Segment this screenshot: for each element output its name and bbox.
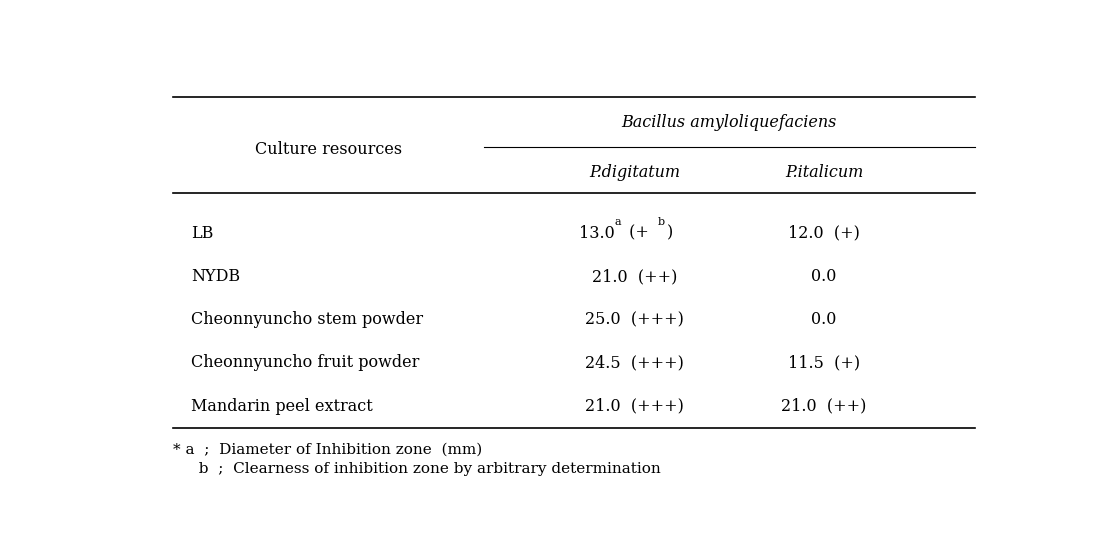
Text: ): ) bbox=[666, 225, 673, 242]
Text: 13.0: 13.0 bbox=[578, 225, 614, 242]
Text: 21.0  (++): 21.0 (++) bbox=[782, 398, 867, 415]
Text: Bacillus amyloliquefaciens: Bacillus amyloliquefaciens bbox=[622, 113, 837, 131]
Text: 0.0: 0.0 bbox=[812, 268, 837, 285]
Text: a: a bbox=[615, 216, 622, 227]
Text: Culture resources: Culture resources bbox=[255, 141, 403, 158]
Text: 11.5  (+): 11.5 (+) bbox=[788, 354, 861, 372]
Text: 21.0  (+++): 21.0 (+++) bbox=[585, 398, 684, 415]
Text: 25.0  (+++): 25.0 (+++) bbox=[585, 311, 684, 328]
Text: 21.0  (++): 21.0 (++) bbox=[592, 268, 677, 285]
Text: Cheonnyuncho fruit powder: Cheonnyuncho fruit powder bbox=[191, 354, 419, 372]
Text: Cheonnyuncho stem powder: Cheonnyuncho stem powder bbox=[191, 311, 423, 328]
Text: (+: (+ bbox=[624, 225, 649, 242]
Text: NYDB: NYDB bbox=[191, 268, 240, 285]
Text: P.digitatum: P.digitatum bbox=[589, 164, 681, 181]
Text: LB: LB bbox=[191, 225, 214, 242]
Text: 24.5  (+++): 24.5 (+++) bbox=[585, 354, 684, 372]
Text: b: b bbox=[658, 216, 665, 227]
Text: Mandarin peel extract: Mandarin peel extract bbox=[191, 398, 373, 415]
Text: b  ;  Clearness of inhibition zone by arbitrary determination: b ; Clearness of inhibition zone by arbi… bbox=[189, 462, 661, 476]
Text: 12.0  (+): 12.0 (+) bbox=[788, 225, 860, 242]
Text: 0.0: 0.0 bbox=[812, 311, 837, 328]
Text: * a  ;  Diameter of Inhibition zone  (mm): * a ; Diameter of Inhibition zone (mm) bbox=[173, 443, 483, 456]
Text: P.italicum: P.italicum bbox=[785, 164, 863, 181]
